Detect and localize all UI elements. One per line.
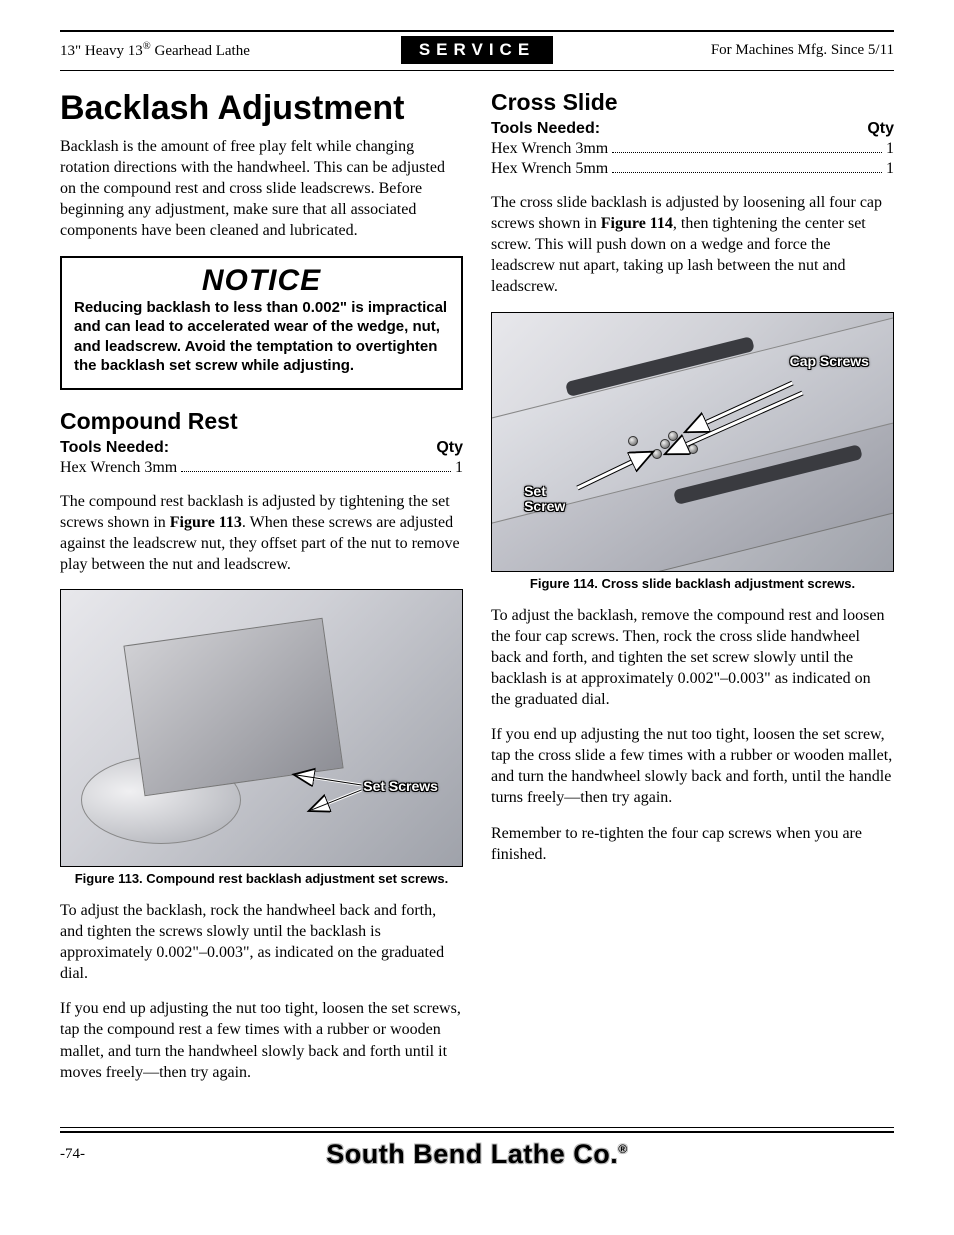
cross-para4: Remember to re-tighten the four cap scre… [491, 823, 894, 865]
tools-header-left: Tools Needed: Qty [60, 439, 463, 457]
tool-name: Hex Wrench 3mm [491, 140, 608, 158]
figure-113-shape [124, 618, 344, 796]
figure-113-caption: Figure 113. Compound rest backlash adjus… [60, 871, 463, 886]
notice-text: Reducing backlash to less than 0.002" is… [74, 298, 449, 376]
content-columns: Backlash Adjustment Backlash is the amou… [60, 89, 894, 1097]
tool-row: Hex Wrench 3mm 1 [491, 140, 894, 158]
figure-114-label-cap: Cap Screws [790, 354, 869, 369]
header-reg: ® [143, 41, 151, 52]
tool-name: Hex Wrench 3mm [60, 459, 177, 477]
page-header: 13" Heavy 13® Gearhead Lathe SERVICE For… [60, 36, 894, 71]
cross-slide-title: Cross Slide [491, 89, 894, 116]
figure-113-ref: Figure 113 [170, 514, 242, 531]
compound-para3: If you end up adjusting the nut too tigh… [60, 998, 463, 1082]
fig-label-set-b: Screw [524, 498, 565, 514]
page-footer: -74- South Bend Lathe Co.® [60, 1131, 894, 1170]
tool-qty: 1 [886, 140, 894, 158]
tools-qty-label: Qty [867, 120, 894, 138]
compound-para2: To adjust the backlash, rock the handwhe… [60, 900, 463, 984]
cross-para2: To adjust the backlash, remove the compo… [491, 605, 894, 711]
left-column: Backlash Adjustment Backlash is the amou… [60, 89, 463, 1097]
tool-dots [612, 172, 882, 173]
tool-dots [612, 152, 882, 153]
figure-114-label-set: Set Screw [524, 484, 565, 513]
cross-para3: If you end up adjusting the nut too tigh… [491, 724, 894, 808]
tools-needed-label: Tools Needed: [491, 120, 600, 138]
brand-text: South Bend Lathe Co. [326, 1139, 618, 1169]
figure-114: Cap Screws Set Screw [491, 312, 894, 572]
notice-title: NOTICE [74, 264, 449, 298]
compound-para1: The compound rest backlash is adjusted b… [60, 491, 463, 575]
header-right: For Machines Mfg. Since 5/11 [553, 42, 894, 59]
brand-name: South Bend Lathe Co.® [120, 1139, 834, 1170]
bottom-rule1 [60, 1127, 894, 1128]
figure-113: Set Screws [60, 589, 463, 867]
main-title: Backlash Adjustment [60, 89, 463, 128]
header-center: SERVICE [401, 36, 553, 64]
header-left-b: Gearhead Lathe [151, 43, 250, 59]
brand-reg: ® [618, 1142, 627, 1156]
header-left-a: 13" Heavy 13 [60, 43, 143, 59]
page-number: -74- [60, 1146, 120, 1163]
tool-row: Hex Wrench 3mm 1 [60, 459, 463, 477]
header-left: 13" Heavy 13® Gearhead Lathe [60, 41, 401, 60]
tools-header-right: Tools Needed: Qty [491, 120, 894, 138]
top-rule [60, 30, 894, 32]
tools-needed-label: Tools Needed: [60, 439, 169, 457]
figure-114-ref: Figure 114 [601, 215, 673, 232]
figure-114-caption: Figure 114. Cross slide backlash adjustm… [491, 576, 894, 591]
tool-dots [181, 471, 451, 472]
tool-qty: 1 [455, 459, 463, 477]
compound-rest-title: Compound Rest [60, 408, 463, 435]
tool-row: Hex Wrench 5mm 1 [491, 160, 894, 178]
tool-name: Hex Wrench 5mm [491, 160, 608, 178]
notice-box: NOTICE Reducing backlash to less than 0.… [60, 256, 463, 390]
tool-qty: 1 [886, 160, 894, 178]
right-column: Cross Slide Tools Needed: Qty Hex Wrench… [491, 89, 894, 1097]
figure-113-label: Set Screws [363, 779, 438, 794]
intro-paragraph: Backlash is the amount of free play felt… [60, 136, 463, 242]
cross-para1: The cross slide backlash is adjusted by … [491, 192, 894, 298]
tools-qty-label: Qty [436, 439, 463, 457]
